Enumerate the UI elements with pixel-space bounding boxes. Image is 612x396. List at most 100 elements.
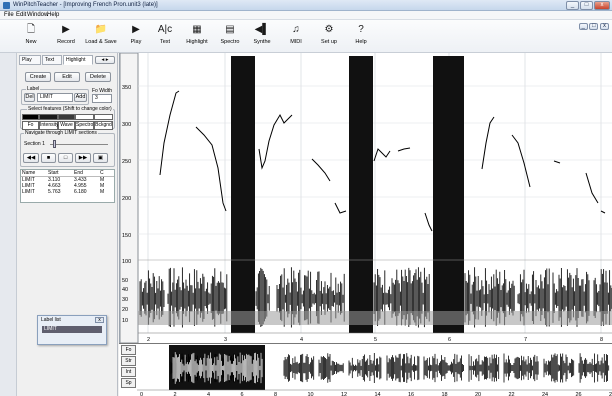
pitch-contour [600,210,606,214]
setup-button[interactable]: ⚙ Set up [310,22,348,51]
table-row[interactable]: LIMIT 5.763 6.180 M [21,189,114,195]
text-button[interactable]: A|c Text [146,22,184,51]
table-header-cell[interactable]: End [74,170,83,176]
mdi-controls: _ □ x [578,22,609,30]
table-cell: LIMIT [22,177,35,183]
overview-canvas[interactable]: 0246810121416182022242628 [119,344,612,396]
pitch-contour [511,134,531,188]
feature-bckgnd[interactable]: Bckgnd [94,121,113,130]
delete-button[interactable]: Delete [85,72,111,82]
label-list-close-button[interactable]: x [95,317,104,323]
limit-section-band [433,56,464,333]
stop-icon: ■ [46,155,51,161]
feature-fo[interactable]: Fo [22,121,39,130]
overview-str-button[interactable]: Str [121,356,136,366]
pitch-plot[interactable]: 350 300 250 200 150 100 50 40 30 20 10 2 3 4 5 6 7 8 [119,53,612,343]
maximize-button[interactable]: □ [580,1,593,10]
nav-first-button[interactable]: ◀◀ [23,153,39,163]
setup-icon: ⚙ [324,24,334,35]
nav-stop-button[interactable]: ■ [41,153,56,163]
next-icon: ▶▶ [78,155,88,161]
mdi-minimize-button[interactable]: _ [578,23,588,30]
record-button[interactable]: ▶ Record [47,22,85,51]
x-tick-label: 3 [224,337,227,343]
spectro-button[interactable]: ▤ Spectro [211,22,249,51]
fo-width-input[interactable]: 3 [92,94,112,103]
midi-button[interactable]: ♫ MIDI [277,22,315,51]
window-title: WinPitchTeacher - [Improving French Pron… [13,2,158,8]
create-button[interactable]: Create [25,72,51,82]
tab-scroll-button[interactable]: ◂ ▸ [95,56,115,64]
pitch-contour [481,116,495,170]
highlight-button[interactable]: ▦ Highlight [178,22,216,51]
feature-color-swatch[interactable] [39,114,58,120]
mdi-close-button[interactable]: x [600,23,609,30]
feature-color-swatch[interactable] [58,114,75,120]
label-add-button[interactable]: Add [74,93,87,102]
table-header-cell[interactable]: Name [22,170,36,176]
menu-file[interactable]: File [4,12,14,18]
pitch-contour [373,148,391,162]
pitch-plot-canvas[interactable]: 350 300 250 200 150 100 50 40 30 20 10 2 3 4 5 6 7 8 [120,53,612,343]
tab-play[interactable]: Play [19,55,41,65]
nav-save-button[interactable]: ▣ [93,153,108,163]
label-del-button[interactable]: Del [24,93,35,102]
help-icon: ? [358,24,364,35]
waveform [139,267,612,328]
y-tick-label: 300 [122,122,131,128]
tab-highlight[interactable]: Highlight [63,55,93,65]
overview-x-tick: 0 [140,392,143,396]
spectro-icon: ▤ [225,24,235,35]
pitch-contour [159,90,180,176]
section-slider-thumb[interactable] [53,140,56,148]
overview-panel[interactable]: 0246810121416182022242628 Fo Str Int Sp [119,343,612,396]
sections-table: Name Start End C LIMIT 3.110 3.433 M LIMIT 4.663… [20,169,115,203]
dock-strip [0,53,17,396]
feature-color-swatch[interactable] [75,114,94,120]
label-list-item[interactable]: LIMIT [42,326,102,333]
play-button[interactable]: ▶ Play [117,22,155,51]
overview-sp-button[interactable]: Sp [121,378,136,388]
nav-next-button[interactable]: ▶▶ [75,153,91,163]
pitch-contour [334,202,347,214]
tab-text[interactable]: Text [42,55,62,65]
overview-int-button[interactable]: Int [121,367,136,377]
table-cell: 6.180 [74,189,87,195]
section-slider-track[interactable] [50,144,108,145]
edit-button[interactable]: Edit [54,72,80,82]
minimize-button[interactable]: _ [566,1,579,10]
fo-width-label: Fo Width [92,88,113,94]
y-tick-label: 250 [122,159,131,165]
nav-pause-button[interactable]: □ [58,153,73,163]
table-header-cell[interactable]: C [100,170,104,176]
table-header-cell[interactable]: Start [48,170,59,176]
load-save-button[interactable]: 📁 Load & Save [82,22,120,51]
feature-intensity[interactable]: Intensity [39,121,59,130]
overview-fo-button[interactable]: Fo [121,345,136,355]
pitch-contour [424,212,433,232]
table-cell: M [100,189,105,195]
feature-color-swatch[interactable] [22,114,39,120]
help-button[interactable]: ? Help [342,22,380,51]
navigate-group: Navigate through LIMIT sections [20,130,115,167]
feature-wave[interactable]: Wave [58,121,75,130]
menu-edit[interactable]: Edit [16,12,27,18]
synthe-button[interactable]: ◀▌ Synthe [243,22,281,51]
table-row[interactable]: LIMIT 4.663 4.955 M [21,183,114,189]
feature-color-swatch[interactable] [94,114,113,120]
close-button[interactable]: x [594,1,610,10]
new-button[interactable]: 🗋 New [12,22,50,51]
menu-help[interactable]: Help [47,12,60,18]
label-select[interactable]: LIMIT [37,93,73,102]
overview-x-tick: 26 [576,392,582,396]
table-row[interactable]: LIMIT 3.110 3.433 M [21,177,114,183]
overview-x-tick: 2 [174,392,177,396]
x-tick-label: 4 [300,337,303,343]
feature-spectro[interactable]: Spectro [75,121,94,130]
pitch-contour [397,147,411,152]
overview-waveform-selected [172,352,263,384]
mdi-restore-button[interactable]: □ [589,23,599,30]
overview-x-tick: 18 [442,392,448,396]
menu-window[interactable]: Window [27,12,49,18]
y-tick-label: 150 [122,233,131,239]
